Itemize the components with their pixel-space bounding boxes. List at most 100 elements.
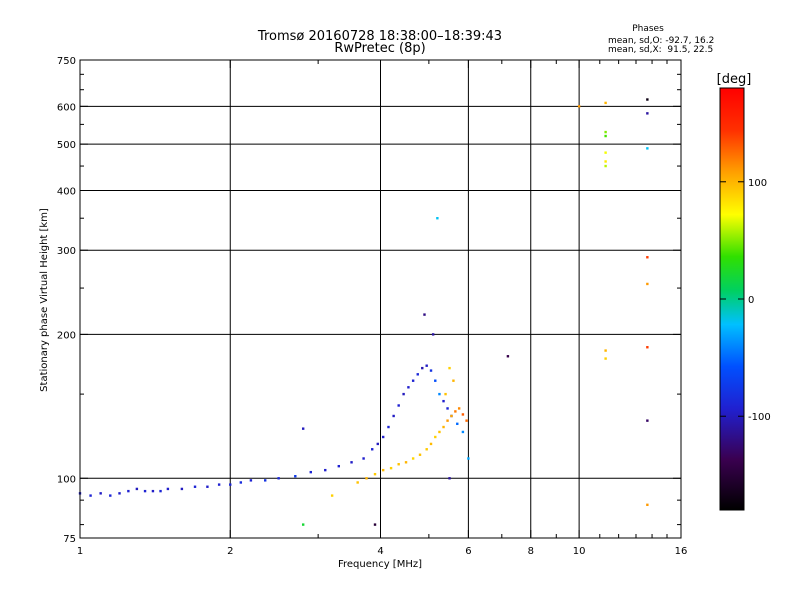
data-point <box>397 404 400 407</box>
data-point <box>206 485 209 488</box>
data-point <box>646 112 649 115</box>
data-point <box>434 379 437 382</box>
data-point <box>646 147 649 150</box>
data-point <box>604 349 607 352</box>
data-point <box>425 364 428 367</box>
data-point <box>421 366 424 370</box>
x-tick-label: 2 <box>227 546 233 557</box>
chart-subtitle: RwPretec (8p) <box>334 41 425 56</box>
data-point <box>418 453 422 456</box>
data-point <box>330 494 334 497</box>
data-point <box>376 442 379 446</box>
chart-title: Tromsø 20160728 18:38:00–18:39:43 <box>257 29 502 44</box>
data-point <box>442 425 445 429</box>
data-point <box>438 392 441 396</box>
y-tick-label: 600 <box>57 102 76 113</box>
y-tick-label: 750 <box>57 56 76 67</box>
data-point <box>446 407 449 410</box>
x-axis-ticks: 1 2 4 6 8 10 16 <box>77 60 688 557</box>
legend-line-x: mean, sd,X: 91.5, 22.5 <box>608 45 713 55</box>
data-point <box>450 414 453 418</box>
data-point <box>166 487 170 491</box>
data-point <box>249 479 253 482</box>
data-point <box>604 160 607 163</box>
data-points <box>78 98 649 526</box>
data-point <box>127 489 130 493</box>
data-point <box>429 369 433 372</box>
data-point <box>646 98 649 101</box>
data-point <box>350 461 353 464</box>
data-point <box>89 494 92 497</box>
data-point <box>404 461 408 464</box>
data-point <box>143 489 147 493</box>
data-point <box>465 419 468 422</box>
y-tick-label: 200 <box>57 330 76 341</box>
x-tick-label: 8 <box>528 546 534 557</box>
data-point <box>389 466 393 470</box>
data-point <box>604 357 607 360</box>
data-point <box>467 457 470 460</box>
data-point <box>411 457 415 460</box>
data-point <box>229 483 232 486</box>
data-point <box>646 282 649 286</box>
data-point <box>151 489 155 493</box>
data-point <box>456 422 459 426</box>
data-point <box>604 101 607 105</box>
data-point <box>301 427 305 430</box>
data-point <box>373 523 377 526</box>
colorbar-label: [deg] <box>717 72 752 87</box>
data-point <box>99 492 102 495</box>
data-point <box>324 468 327 472</box>
x-tick-label: 1 <box>77 546 83 557</box>
y-tick-label: 300 <box>57 246 76 257</box>
data-point <box>362 457 365 460</box>
data-point <box>577 105 581 108</box>
x-axis-label: Frequency [MHz] <box>338 559 422 570</box>
x-tick-label: 4 <box>377 546 383 557</box>
data-point <box>109 494 112 497</box>
x-tick-label: 16 <box>675 546 688 557</box>
data-point <box>309 470 312 474</box>
data-point <box>264 479 267 482</box>
y-tick-label: 500 <box>57 140 76 151</box>
data-point <box>646 419 649 422</box>
data-point <box>438 430 441 434</box>
data-point <box>407 386 410 389</box>
data-point <box>461 430 465 434</box>
data-point <box>604 151 607 154</box>
data-point <box>425 448 428 451</box>
legend-title: Phases <box>632 24 664 34</box>
data-point <box>294 475 297 478</box>
data-point <box>429 442 433 446</box>
legend-line-o: mean, sd,O: -92.7, 16.2 <box>608 36 714 46</box>
y-axis-ticks: 75 100 200 300 400 500 600 750 <box>57 56 681 545</box>
data-point <box>373 472 377 476</box>
data-point <box>604 164 607 168</box>
data-point <box>387 425 390 429</box>
y-tick-label: 100 <box>57 474 76 485</box>
data-point <box>448 366 451 370</box>
data-point <box>448 477 451 480</box>
data-point <box>444 392 447 396</box>
data-point <box>457 407 461 410</box>
data-point <box>416 373 419 376</box>
data-point <box>446 419 449 422</box>
data-point <box>646 503 649 507</box>
data-point <box>365 477 368 480</box>
data-point <box>392 414 395 418</box>
x-tick-label: 10 <box>573 546 586 557</box>
data-point <box>193 485 197 488</box>
data-point <box>646 256 649 259</box>
data-point <box>434 435 437 439</box>
data-point <box>423 313 426 316</box>
data-point <box>402 392 405 396</box>
data-point <box>604 134 607 138</box>
data-point <box>180 487 184 491</box>
data-point <box>301 523 305 526</box>
data-point <box>431 333 435 336</box>
data-point <box>277 477 280 480</box>
data-point <box>381 468 385 472</box>
y-tick-label: 400 <box>57 186 76 197</box>
y-tick-label: 75 <box>63 534 76 545</box>
